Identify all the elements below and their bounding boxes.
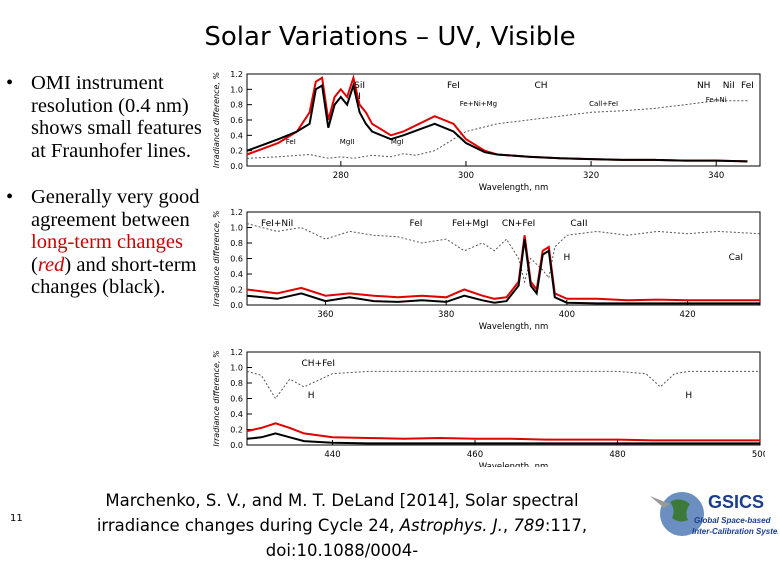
slide-number: 11 — [10, 513, 23, 524]
citation-sep: , — [502, 516, 514, 535]
logo-line1: Global Space-based — [694, 516, 772, 525]
line-annotation: FeI+NiI — [261, 219, 293, 229]
y-axis-label: Irradiance difference, % — [212, 72, 221, 168]
series-line-ratio — [246, 100, 748, 159]
y-tick-label: 0.2 — [230, 426, 243, 435]
x-tick-label: 360 — [317, 310, 333, 320]
line-annotation: Fe+Ni — [706, 96, 727, 104]
line-annotation: H — [685, 391, 692, 401]
y-tick-label: 0.2 — [230, 147, 243, 156]
y-tick-label: 0.0 — [230, 162, 243, 171]
x-tick-label: 400 — [559, 310, 575, 320]
series-line-long — [246, 235, 760, 302]
series-line-short — [246, 81, 748, 163]
bullet-text-pre: Generally very good agreement between — [31, 186, 200, 231]
y-axis-label: Irradiance difference, % — [212, 350, 221, 446]
citation: Marchenko, S. V., and M. T. DeLand [2014… — [62, 488, 622, 563]
line-annotation: FeI — [741, 81, 754, 91]
bullet-dot: • — [6, 72, 14, 94]
slide-title: Solar Variations – UV, Visible — [204, 22, 576, 52]
x-axis-label: Wavelength, nm — [479, 462, 549, 467]
line-annotation: I — [358, 92, 361, 102]
line-annotation: MgI — [391, 138, 404, 146]
bullet-text: OMI instrument resolution (0.4 nm) shows… — [31, 72, 202, 162]
line-annotation: H — [308, 391, 315, 401]
y-tick-label: 0.2 — [230, 286, 243, 295]
series-line-long — [246, 422, 760, 442]
line-annotation: FeI — [286, 138, 296, 146]
x-tick-label: 500 — [752, 450, 765, 460]
y-tick-label: 1.0 — [230, 224, 243, 233]
y-tick-label: 0.4 — [230, 270, 243, 279]
x-tick-label: 340 — [708, 171, 724, 181]
bullet-list: • OMI instrument resolution (0.4 nm) sho… — [6, 72, 211, 319]
x-tick-label: 420 — [679, 310, 695, 320]
x-tick-label: 300 — [458, 171, 474, 181]
highlight-red: red — [37, 253, 65, 276]
line-annotation: MgII — [340, 138, 355, 146]
y-tick-label: 0.8 — [230, 379, 243, 388]
y-tick-label: 0.8 — [230, 239, 243, 248]
line-annotation: CaII — [570, 219, 587, 229]
line-annotation: Call+FeI — [589, 100, 618, 108]
y-tick-label: 1.2 — [230, 208, 243, 217]
logo-line2: Inter-Calibration System — [692, 527, 778, 536]
y-tick-label: 0.0 — [230, 301, 243, 310]
series-line-short — [246, 432, 760, 445]
y-tick-label: 0.4 — [230, 131, 243, 140]
citation-authors: Marchenko, S. V., and M. T. DeLand [2014… — [96, 491, 579, 535]
y-tick-label: 0.6 — [230, 255, 243, 264]
line-annotation: NH — [697, 81, 711, 91]
bullet-text-post: ) and short-term changes (black). — [31, 253, 197, 299]
logo-name: GSICS — [708, 492, 764, 512]
line-annotation: H — [563, 253, 570, 263]
bullet-text-mid: ( — [31, 253, 38, 276]
y-tick-label: 1.0 — [230, 85, 243, 94]
series-line-ratio — [246, 370, 760, 400]
satellite-icon — [650, 496, 670, 508]
bullet-omi: • OMI instrument resolution (0.4 nm) sho… — [6, 72, 211, 162]
series-line-ratio — [246, 223, 761, 284]
line-annotation: SiI — [354, 81, 365, 91]
line-annotation: CH — [535, 81, 548, 91]
y-tick-label: 0.0 — [230, 441, 243, 450]
y-tick-label: 1.2 — [230, 348, 243, 357]
gsics-logo: GSICS Global Space-based Inter-Calibrati… — [650, 492, 778, 536]
x-tick-label: 280 — [333, 171, 349, 181]
highlight-long-term: long-term changes — [31, 231, 183, 253]
citation-journal: Astrophys. J. — [399, 516, 503, 535]
x-tick-label: 320 — [583, 171, 599, 181]
line-annotation: CN+FeI — [502, 219, 535, 229]
globe-land — [670, 499, 690, 522]
x-tick-label: 440 — [324, 450, 340, 460]
y-tick-label: 0.6 — [230, 395, 243, 404]
line-annotation: CaI — [729, 253, 743, 263]
x-tick-label: 460 — [467, 450, 483, 460]
x-tick-label: 480 — [609, 450, 625, 460]
y-axis-label: Irradiance difference, % — [212, 210, 221, 306]
x-axis-label: Wavelength, nm — [479, 322, 549, 332]
x-tick-label: 380 — [438, 310, 454, 320]
y-tick-label: 0.8 — [230, 101, 243, 110]
line-annotation: FeI — [447, 81, 460, 91]
line-annotation: Fe+Ni+Mg — [460, 100, 497, 108]
line-annotation: FeI — [410, 219, 423, 229]
y-tick-label: 1.2 — [230, 70, 243, 79]
line-annotation: NiI — [723, 81, 735, 91]
series-line-short — [246, 238, 760, 305]
y-tick-label: 0.6 — [230, 116, 243, 125]
citation-volume: 789 — [513, 516, 545, 535]
bullet-dot: • — [6, 186, 14, 208]
bullet-agreement: • Generally very good agreement between … — [6, 186, 211, 299]
line-annotation: FeI+MgI — [452, 219, 489, 229]
y-tick-label: 0.4 — [230, 410, 243, 419]
spectral-figure: 0.0 0.2 0.4 0.6 0.8 1.0 1.2 280 300 320 340 Wavelen… — [212, 70, 765, 467]
line-annotation: CH+FeI — [302, 359, 335, 369]
y-tick-label: 1.0 — [230, 364, 243, 373]
x-axis-label: Wavelength, nm — [479, 183, 549, 193]
